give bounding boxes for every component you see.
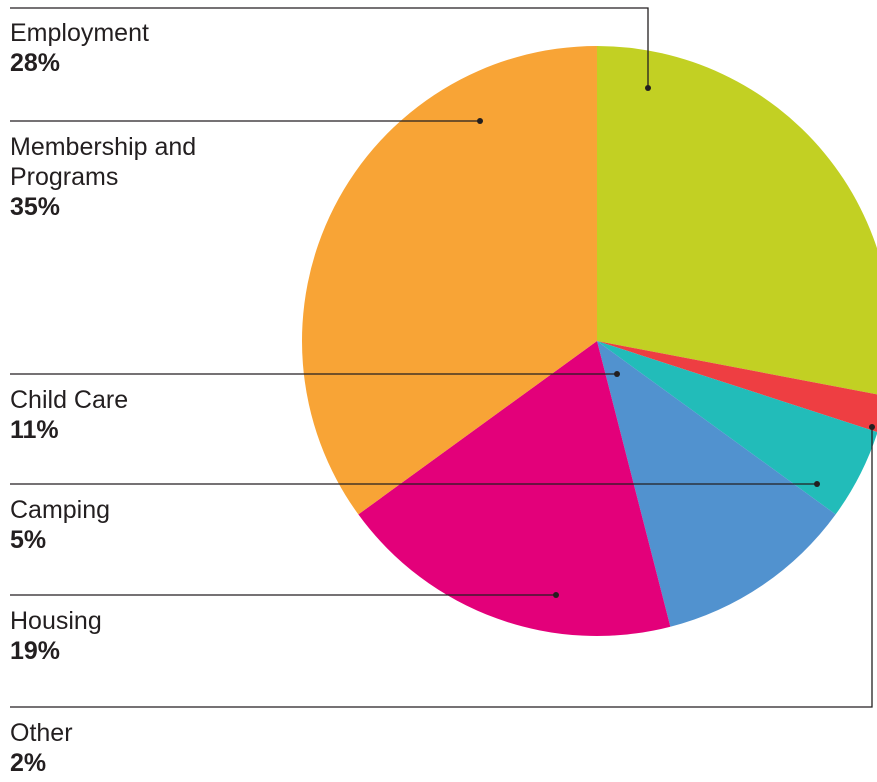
camping-name: Camping [10,496,111,524]
child-care-label: Child Care 11% [10,385,128,445]
membership-percent: 35% [10,193,61,221]
housing-name: Housing [10,607,102,635]
housing-leader-dot [553,592,559,598]
employment-label: Employment 28% [10,18,149,78]
other-leader-line [10,427,873,708]
employment-leader-line [10,7,649,88]
other-name: Other [10,719,73,747]
camping-percent: 5% [10,526,47,554]
membership-label: Membership and Programs 35% [10,132,196,222]
employment-percent: 28% [10,49,61,77]
housing-label: Housing 19% [10,606,102,666]
pie-slice-other [597,341,877,432]
other-percent: 2% [10,749,47,777]
other-label: Other 2% [10,718,73,778]
camping-label: Camping 5% [10,495,110,555]
other-leader-dot [869,424,875,430]
membership-leader-dot [477,118,483,124]
pie-slice-membership-and-programs [301,46,597,515]
child-care-percent: 11% [10,416,59,444]
pie-slice-camping [597,341,877,515]
membership-name-line2: Programs [10,163,119,191]
camping-leader-dot [814,481,820,487]
housing-percent: 19% [10,637,61,665]
membership-name-line1: Membership and [10,133,197,161]
employment-name: Employment [10,19,149,47]
employment-leader-dot [645,85,651,91]
child-care-leader-dot [614,371,620,377]
pie-slice-employment [597,46,877,395]
child-care-name: Child Care [10,386,129,414]
pie-slice-housing [358,341,671,636]
